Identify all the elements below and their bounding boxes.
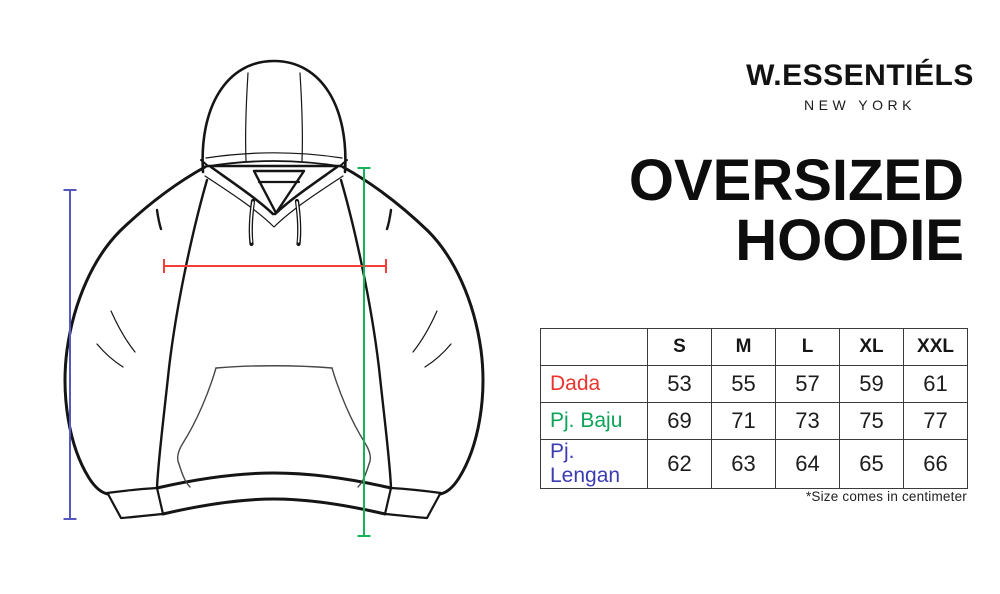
kangaroo-pocket-outline xyxy=(176,365,372,488)
size-unit-note: *Size comes in centimeter xyxy=(805,489,967,504)
cell-value: 66 xyxy=(903,439,968,489)
cell-value: 55 xyxy=(711,365,776,403)
cell-value: 77 xyxy=(903,402,968,440)
product-title-line1: OVERSIZED xyxy=(628,148,964,213)
chest-width-measure-line xyxy=(163,259,387,273)
cell-value: 62 xyxy=(647,439,712,489)
brand-city: NEW YORK xyxy=(804,97,916,113)
drawstring-highlights xyxy=(249,201,301,243)
row-label-pj-baju: Pj. Baju xyxy=(540,402,648,440)
size-table-header-row: S M L XL XXL xyxy=(540,328,968,366)
hoodie-outline xyxy=(63,59,485,520)
column-header-l: L xyxy=(775,328,840,366)
cell-value: 64 xyxy=(775,439,840,489)
cell-value: 57 xyxy=(775,365,840,403)
cell-value: 75 xyxy=(839,402,904,440)
table-corner-cell xyxy=(540,328,648,366)
table-row-sleeve-length: Pj. Lengan 62 63 64 65 66 xyxy=(540,439,968,489)
table-row-chest: Dada 53 55 57 59 61 xyxy=(540,365,968,403)
body-length-measure-line xyxy=(357,167,371,537)
table-row-body-length: Pj. Baju 69 71 73 75 77 xyxy=(540,402,968,440)
column-header-s: S xyxy=(647,328,712,366)
cell-value: 53 xyxy=(647,365,712,403)
row-label-pj-lengan: Pj. Lengan xyxy=(540,439,648,489)
cell-value: 63 xyxy=(711,439,776,489)
cell-value: 69 xyxy=(647,402,712,440)
brand-name: W.ESSENTIÉLS xyxy=(746,59,974,92)
cell-value: 59 xyxy=(839,365,904,403)
row-label-dada: Dada xyxy=(540,365,648,403)
sleeve-length-measure-line xyxy=(63,189,77,520)
hoodie-technical-drawing xyxy=(63,59,485,537)
cell-value: 73 xyxy=(775,402,840,440)
size-table: S M L XL XXL Dada 53 55 57 59 61 Pj. Baj… xyxy=(540,328,968,489)
product-title: OVERSIZED HOODIE xyxy=(629,151,964,271)
cell-value: 71 xyxy=(711,402,776,440)
product-title-line2: HOODIE xyxy=(735,208,964,273)
column-header-xxl: XXL xyxy=(903,328,968,366)
cell-value: 61 xyxy=(903,365,968,403)
column-header-m: M xyxy=(711,328,776,366)
column-header-xl: XL xyxy=(839,328,904,366)
cell-value: 65 xyxy=(839,439,904,489)
brand-block: W.ESSENTIÉLS NEW YORK xyxy=(735,58,985,113)
